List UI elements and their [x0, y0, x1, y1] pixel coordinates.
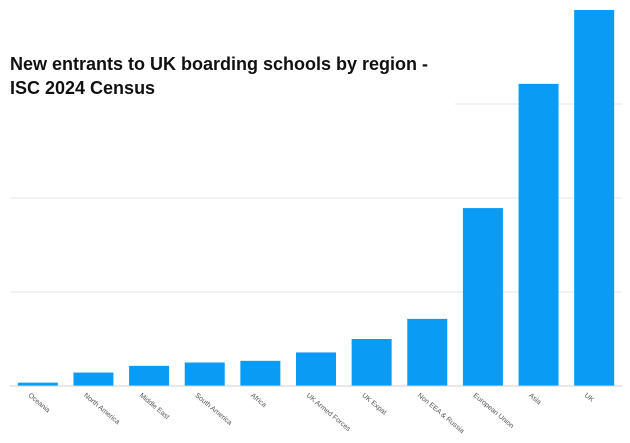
bar-european-union	[462, 208, 503, 386]
bar-uk	[574, 10, 615, 386]
bar-asia	[518, 83, 559, 386]
x-tick-label: South America	[193, 392, 232, 427]
x-tick-labels: Oceania North America Middle East South Ame…	[27, 392, 596, 435]
bar-north-america	[73, 372, 114, 386]
bar-africa	[240, 360, 281, 386]
x-tick-label: Asia	[527, 392, 542, 406]
bar-non-eea-russia	[407, 318, 448, 386]
x-tick-label: UK Expat	[360, 392, 387, 416]
x-tick-label: UK Armed Forces	[305, 392, 352, 433]
bar-middle-east	[129, 365, 170, 386]
x-tick-label: Africa	[249, 392, 267, 409]
bar-uk-expat	[351, 339, 392, 386]
chart-title: New entrants to UK boarding schools by r…	[10, 54, 429, 98]
x-tick-label: European Union	[472, 392, 515, 430]
bar-uk-armed-forces	[296, 352, 336, 386]
bar-south-america	[184, 362, 225, 386]
bars	[17, 10, 615, 386]
x-tick-label: Non EEA & Russia	[416, 392, 465, 435]
x-tick-label: Oceania	[27, 392, 52, 414]
bar-oceania	[17, 382, 58, 386]
x-tick-label: Middle East	[138, 392, 171, 421]
x-tick-label: UK	[583, 392, 595, 404]
x-tick-label: North America	[82, 392, 121, 426]
